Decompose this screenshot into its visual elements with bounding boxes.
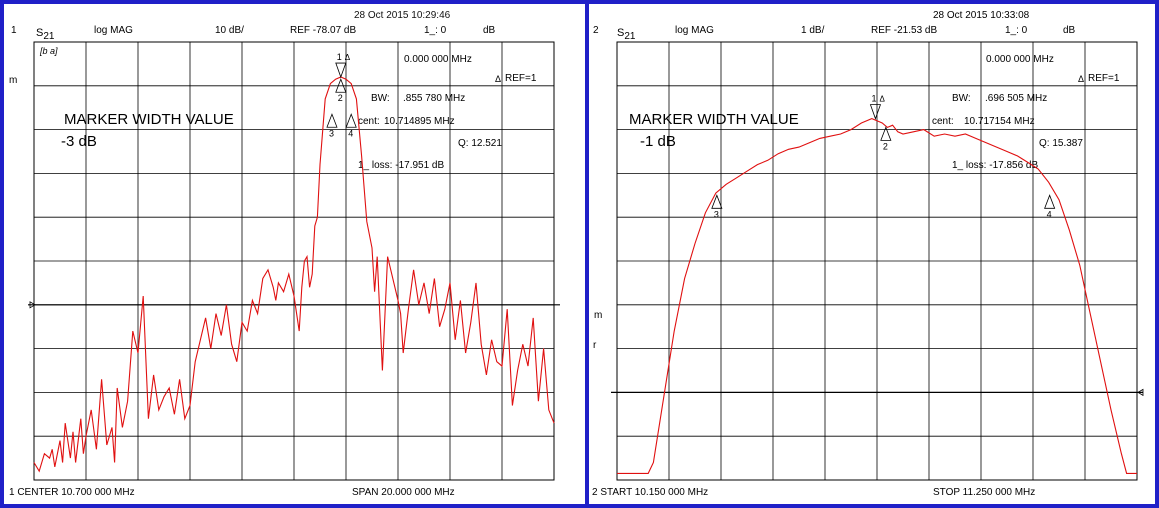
- delta-ref: REF=1: [1088, 73, 1120, 84]
- trace-line: [33, 76, 555, 473]
- delta-ref: REF=1: [505, 73, 537, 84]
- channel-1-panel: 28 Oct 2015 10:29:46 1 S21 log MAG 10 dB…: [9, 10, 560, 498]
- width-setting: -3 dB: [61, 133, 97, 150]
- marker-4: [1044, 194, 1056, 209]
- param-label: S21: [36, 27, 55, 42]
- q-value: Q: 15.387: [1039, 138, 1083, 149]
- footer-right: STOP 11.250 000 MHz: [933, 487, 1035, 498]
- panel-divider: [585, 0, 589, 508]
- width-setting: -1 dB: [640, 133, 676, 150]
- marker-3-label: 3: [329, 128, 334, 138]
- marker-4: [345, 113, 357, 128]
- delta-icon: Δ: [495, 74, 501, 84]
- markers: 1 Δ 2 3 4: [326, 52, 357, 138]
- marker-frequency: 0.000 000 MHz: [986, 54, 1054, 65]
- side-label: m: [9, 75, 17, 86]
- marker-readout: 1_: 0: [1005, 25, 1028, 36]
- marker-1: [335, 62, 347, 79]
- footer-left: 1 CENTER 10.700 000 MHz: [9, 487, 135, 498]
- grid: [611, 41, 1144, 481]
- marker-1-label: 1: [871, 94, 876, 104]
- footer-left: 2 START 10.150 000 MHz: [592, 487, 708, 498]
- scale-label: 10 dB/: [215, 25, 244, 36]
- loss-value: 1_ loss: -17.856 dB: [952, 160, 1038, 171]
- bw-value: .855 780 MHz: [403, 93, 465, 104]
- marker-3: [711, 194, 723, 209]
- marker-2: [880, 126, 892, 141]
- marker-4-label: 4: [348, 128, 353, 138]
- grid: [28, 41, 560, 481]
- channel-2-panel: 28 Oct 2015 10:33:08 2 S21 log MAG 1 dB/…: [592, 10, 1144, 498]
- timestamp: 28 Oct 2015 10:33:08: [933, 10, 1030, 21]
- q-value: Q: 12.521: [458, 138, 502, 149]
- channel-number: 2: [593, 25, 599, 36]
- reference-pointer: [1137, 388, 1144, 397]
- delta-icon: Δ: [1078, 74, 1084, 84]
- marker-1-label: 1: [337, 52, 342, 62]
- trace-line: [617, 118, 1137, 474]
- loss-value: 1_ loss: -17.951 dB: [358, 160, 444, 171]
- timestamp: 28 Oct 2015 10:29:46: [354, 10, 451, 21]
- marker-1-delta: Δ: [879, 95, 885, 104]
- format-label: log MAG: [675, 25, 714, 36]
- footer-right: SPAN 20.000 000 MHz: [352, 487, 455, 498]
- format-label: log MAG: [94, 25, 133, 36]
- scale-label: 1 dB/: [801, 25, 825, 36]
- marker-readout: 1_: 0: [424, 25, 447, 36]
- bw-label: BW:: [371, 93, 390, 104]
- marker-4-label: 4: [1047, 209, 1052, 219]
- marker-2-label: 2: [883, 141, 888, 151]
- bw-label: BW:: [952, 93, 971, 104]
- marker-2: [335, 78, 347, 93]
- cent-value: 10.714895 MHz: [384, 116, 455, 127]
- marker-unit: dB: [483, 25, 496, 36]
- marker-unit: dB: [1063, 25, 1076, 36]
- cent-label: cent:: [358, 116, 380, 127]
- marker-1-delta: Δ: [345, 53, 351, 62]
- marker-3: [326, 113, 338, 128]
- chart-title: MARKER WIDTH VALUE: [629, 111, 799, 128]
- ref-label: REF -78.07 dB: [290, 25, 356, 36]
- side-label-2: r: [593, 340, 597, 351]
- marker-3-label: 3: [714, 209, 719, 219]
- chart-title: MARKER WIDTH VALUE: [64, 111, 234, 128]
- marker-frequency: 0.000 000 MHz: [404, 54, 472, 65]
- bw-value: .696 505 MHz: [985, 93, 1047, 104]
- trace: [33, 76, 555, 473]
- marker-2-label: 2: [338, 93, 343, 103]
- markers: 1 Δ 2 3 4: [711, 94, 1056, 219]
- cent-value: 10.717154 MHz: [964, 116, 1035, 127]
- corner-icon: [b a]: [39, 46, 58, 56]
- channel-number: 1: [11, 25, 17, 36]
- param-label: S21: [617, 27, 636, 42]
- ref-label: REF -21.53 dB: [871, 25, 937, 36]
- cent-label: cent:: [932, 116, 954, 127]
- side-label: m: [594, 310, 602, 321]
- reference-pointer: [29, 301, 36, 309]
- trace: [617, 118, 1137, 474]
- marker-1: [869, 104, 882, 120]
